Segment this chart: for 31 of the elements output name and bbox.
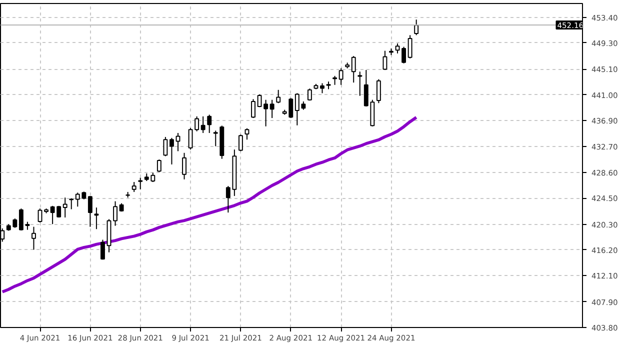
candlestick <box>270 99 274 119</box>
candlestick <box>251 98 256 119</box>
line-series <box>0 116 418 294</box>
candlestick <box>376 78 381 104</box>
candlestick <box>32 226 36 250</box>
candlestick <box>238 134 243 152</box>
candlestick <box>338 68 344 86</box>
candlestick <box>395 42 400 54</box>
candlestick <box>320 82 324 94</box>
candlestick <box>408 34 412 59</box>
candlestick <box>138 177 143 190</box>
candlestick <box>402 46 406 64</box>
candlestick <box>88 195 92 228</box>
candlestick <box>132 182 136 192</box>
candlestick <box>351 56 356 84</box>
candlestick <box>358 71 362 96</box>
candlestick <box>94 207 99 230</box>
candlestick <box>244 128 250 140</box>
candlestick <box>38 208 42 223</box>
candlestick <box>276 89 281 104</box>
candlestick <box>382 50 388 70</box>
candlestick <box>113 200 118 226</box>
candlestick <box>100 239 105 260</box>
candlestick <box>182 152 186 180</box>
candlestick <box>200 116 206 134</box>
candlestick <box>414 19 419 36</box>
candlestick <box>207 114 212 134</box>
candlestick <box>62 197 68 218</box>
candlestick <box>163 136 168 157</box>
candlestick <box>156 158 162 173</box>
candlestick <box>170 137 174 165</box>
